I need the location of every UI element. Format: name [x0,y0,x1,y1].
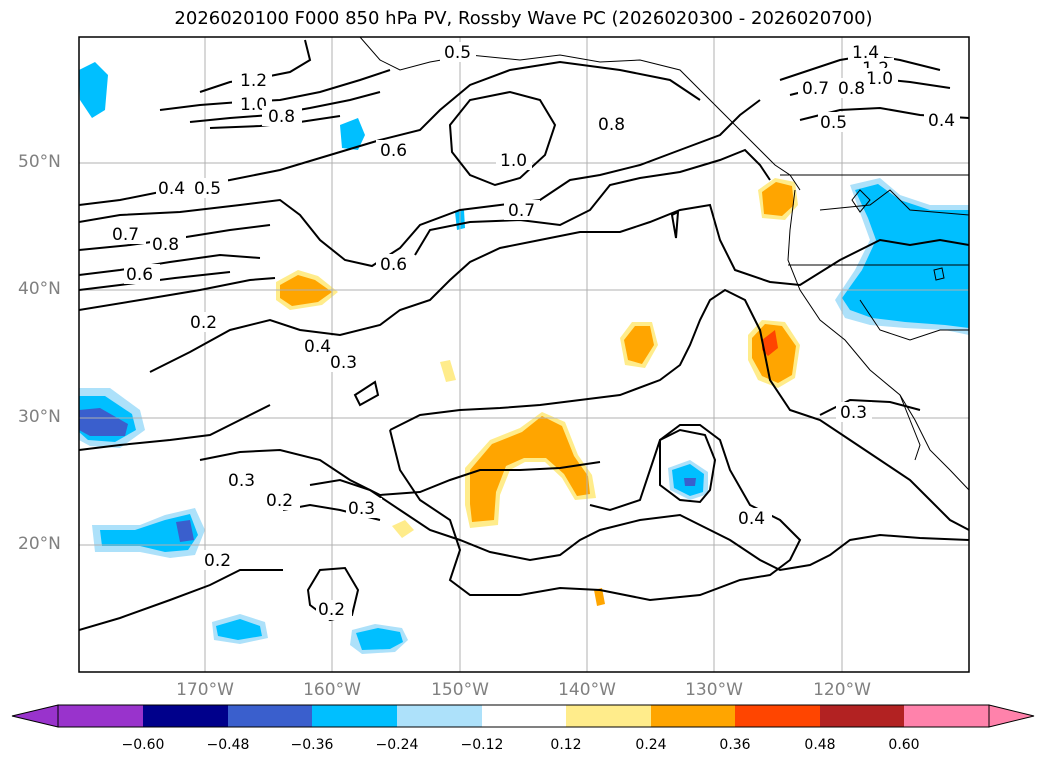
colorbar-segment [651,705,735,727]
negative-anomaly [79,408,128,436]
colorbar-tick-label: 0.48 [804,737,836,753]
colorbar-tick-label: 0.36 [719,737,751,753]
colorbar-segment [904,705,989,727]
colorbar-tick-label: −0.24 [375,737,419,753]
colorbar-segment [58,705,143,727]
contour-label: 0.8 [598,115,625,135]
lat-tick-label: 40°N [18,279,61,299]
contour-label: 0.2 [266,491,293,511]
positive-anomaly [470,416,590,522]
lon-tick-label: 160°W [303,680,361,700]
contour-label: 0.3 [348,499,375,519]
lon-tick-label: 120°W [813,680,871,700]
contour-label: 0.7 [508,201,535,221]
colorbar-tick-label: −0.60 [121,737,165,753]
map-title: 2026020100 F000 850 hPa PV, Rossby Wave … [174,8,873,29]
colorbar-segment [228,705,312,727]
negative-anomaly [340,118,365,150]
pv-contours [79,39,969,631]
colorbar-tick-label: 0.12 [550,737,582,753]
colorbar-extend-low [11,704,59,728]
contour-label: 0.4 [928,111,955,131]
contour-label: 0.8 [152,235,179,255]
contour-label: 1.0 [866,69,893,89]
contour-label: 0.8 [268,107,295,127]
contour-label: 0.3 [840,403,867,423]
colorbar-segment [735,705,820,727]
contour-label: 0.7 [112,225,139,245]
contour-label: 1.2 [240,71,267,91]
colorbar-tick-label: 0.24 [635,737,667,753]
contour-label: 0.4 [158,179,185,199]
colorbar-tick-label: −0.36 [290,737,334,753]
lon-tick-label: 130°W [685,680,743,700]
graticule [79,37,969,672]
contour-label: 0.6 [126,265,153,285]
positive-anomaly [392,520,414,538]
colorbar-outline [57,704,990,728]
contour-label-group: 1.2 1.0 0.8 0.5 1.4 1.2 1.0 0.7 0.8 0.4 … [110,42,960,620]
contour-label: 0.3 [228,471,255,491]
contour-label: 0.2 [318,600,345,620]
contour-label: 0.6 [380,141,407,161]
colorbar-segment [566,705,651,727]
positive-anomaly [594,588,605,606]
contour-label: 0.2 [204,551,231,571]
positive-anomaly [752,324,796,383]
contour-label: 0.8 [838,79,865,99]
negative-anomaly [100,514,198,552]
negative-anomaly [684,478,696,486]
lon-tick-label: 150°W [431,680,489,700]
colorbar [11,704,1035,728]
contour-label: 0.4 [738,509,765,529]
colorbar-segment [312,705,397,727]
positive-anomaly [762,182,794,216]
lat-tick-label: 50°N [18,152,61,172]
negative-anomaly [176,520,194,542]
coastlines [359,37,969,491]
contour-label: 0.3 [330,353,357,373]
colorbar-tick-label: −0.12 [460,737,504,753]
colorbar-segment [143,705,228,727]
colorbar-segment [397,705,482,727]
contour-label: 0.4 [304,337,331,357]
contour-label: 0.5 [820,113,847,133]
map-frame [78,36,970,673]
colorbar-segment [482,705,566,727]
colorbar-extend-high [988,704,1035,728]
negative-anomaly [79,62,108,118]
negative-anomaly [356,628,403,650]
lon-tick-label: 170°W [176,680,234,700]
lat-tick-label: 30°N [18,407,61,427]
positive-anomaly [762,330,778,356]
contour-label: 1.0 [500,151,527,171]
lon-tick-label: 140°W [558,680,616,700]
contour-label: 0.7 [802,79,829,99]
colorbar-tick-label: −0.48 [206,737,250,753]
contour-label: 1.0 [240,95,267,115]
positive-anomaly [440,360,456,382]
contour-label: 0.5 [194,179,221,199]
negative-anomaly [842,184,969,328]
contour-label: 0.5 [444,43,471,63]
positive-anomaly [624,326,654,364]
colorbar-segment [820,705,904,727]
lat-tick-label: 20°N [18,534,61,554]
colorbar-tick-label: 0.60 [888,737,920,753]
contour-label: 0.6 [380,255,407,275]
negative-anomaly [216,619,262,640]
contour-label: 0.2 [190,313,217,333]
